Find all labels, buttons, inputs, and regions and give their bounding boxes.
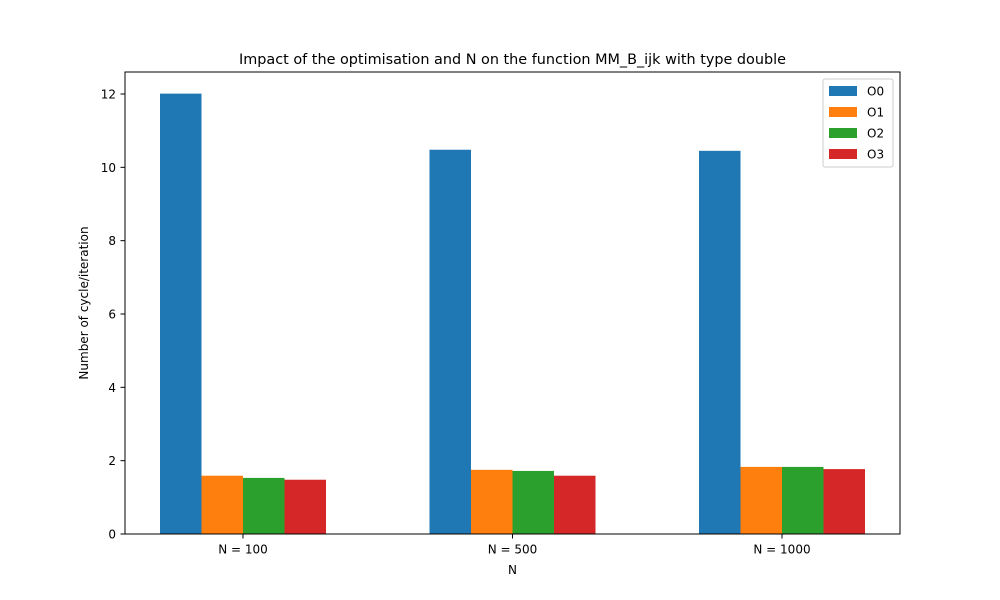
bar-o1-3 bbox=[740, 466, 782, 534]
x-tick-label: N = 1000 bbox=[753, 543, 810, 557]
legend-label-o2: O2 bbox=[867, 127, 884, 141]
legend-label-o1: O1 bbox=[867, 106, 884, 120]
x-axis-ticks: N = 100 N = 500 N = 1000 bbox=[218, 534, 811, 557]
y-tick-label: 0 bbox=[108, 528, 116, 542]
legend-swatch-o0 bbox=[829, 86, 857, 96]
legend-swatch-o1 bbox=[829, 107, 857, 117]
y-tick-label: 2 bbox=[108, 454, 116, 468]
x-tick-label: N = 100 bbox=[218, 543, 268, 557]
bar-o2-2 bbox=[512, 470, 554, 534]
y-tick-label: 4 bbox=[108, 381, 116, 395]
y-tick-label: 8 bbox=[108, 234, 116, 248]
y-axis-ticks: 0 2 4 6 8 10 12 bbox=[101, 88, 125, 542]
x-tick-label: N = 500 bbox=[488, 543, 538, 557]
legend-swatch-o2 bbox=[829, 128, 857, 138]
x-axis-label: N bbox=[508, 563, 517, 577]
y-tick-label: 10 bbox=[101, 161, 116, 175]
bar-o3-1 bbox=[284, 479, 326, 534]
bar-o0-3 bbox=[699, 150, 741, 534]
bar-o3-2 bbox=[554, 475, 596, 534]
legend-box bbox=[822, 78, 894, 168]
bar-o0-2 bbox=[429, 149, 471, 535]
y-axis-label: Number of cycle/iteration bbox=[77, 226, 91, 379]
legend-label-o3: O3 bbox=[867, 148, 884, 162]
bar-o2-3 bbox=[782, 466, 824, 534]
y-tick-label: 6 bbox=[108, 308, 116, 322]
chart-title: Impact of the optimisation and N on the … bbox=[239, 52, 786, 68]
bars-group bbox=[160, 93, 865, 535]
bar-o1-2 bbox=[471, 469, 513, 534]
legend: O0 O1 O2 O3 bbox=[822, 78, 894, 168]
bar-o3-3 bbox=[823, 469, 865, 534]
legend-swatch-o3 bbox=[829, 149, 857, 159]
y-tick-label: 12 bbox=[101, 88, 116, 102]
legend-label-o0: O0 bbox=[867, 85, 884, 99]
bar-o1-1 bbox=[201, 475, 243, 534]
bar-o0-1 bbox=[160, 93, 202, 534]
bar-o2-1 bbox=[243, 477, 285, 534]
